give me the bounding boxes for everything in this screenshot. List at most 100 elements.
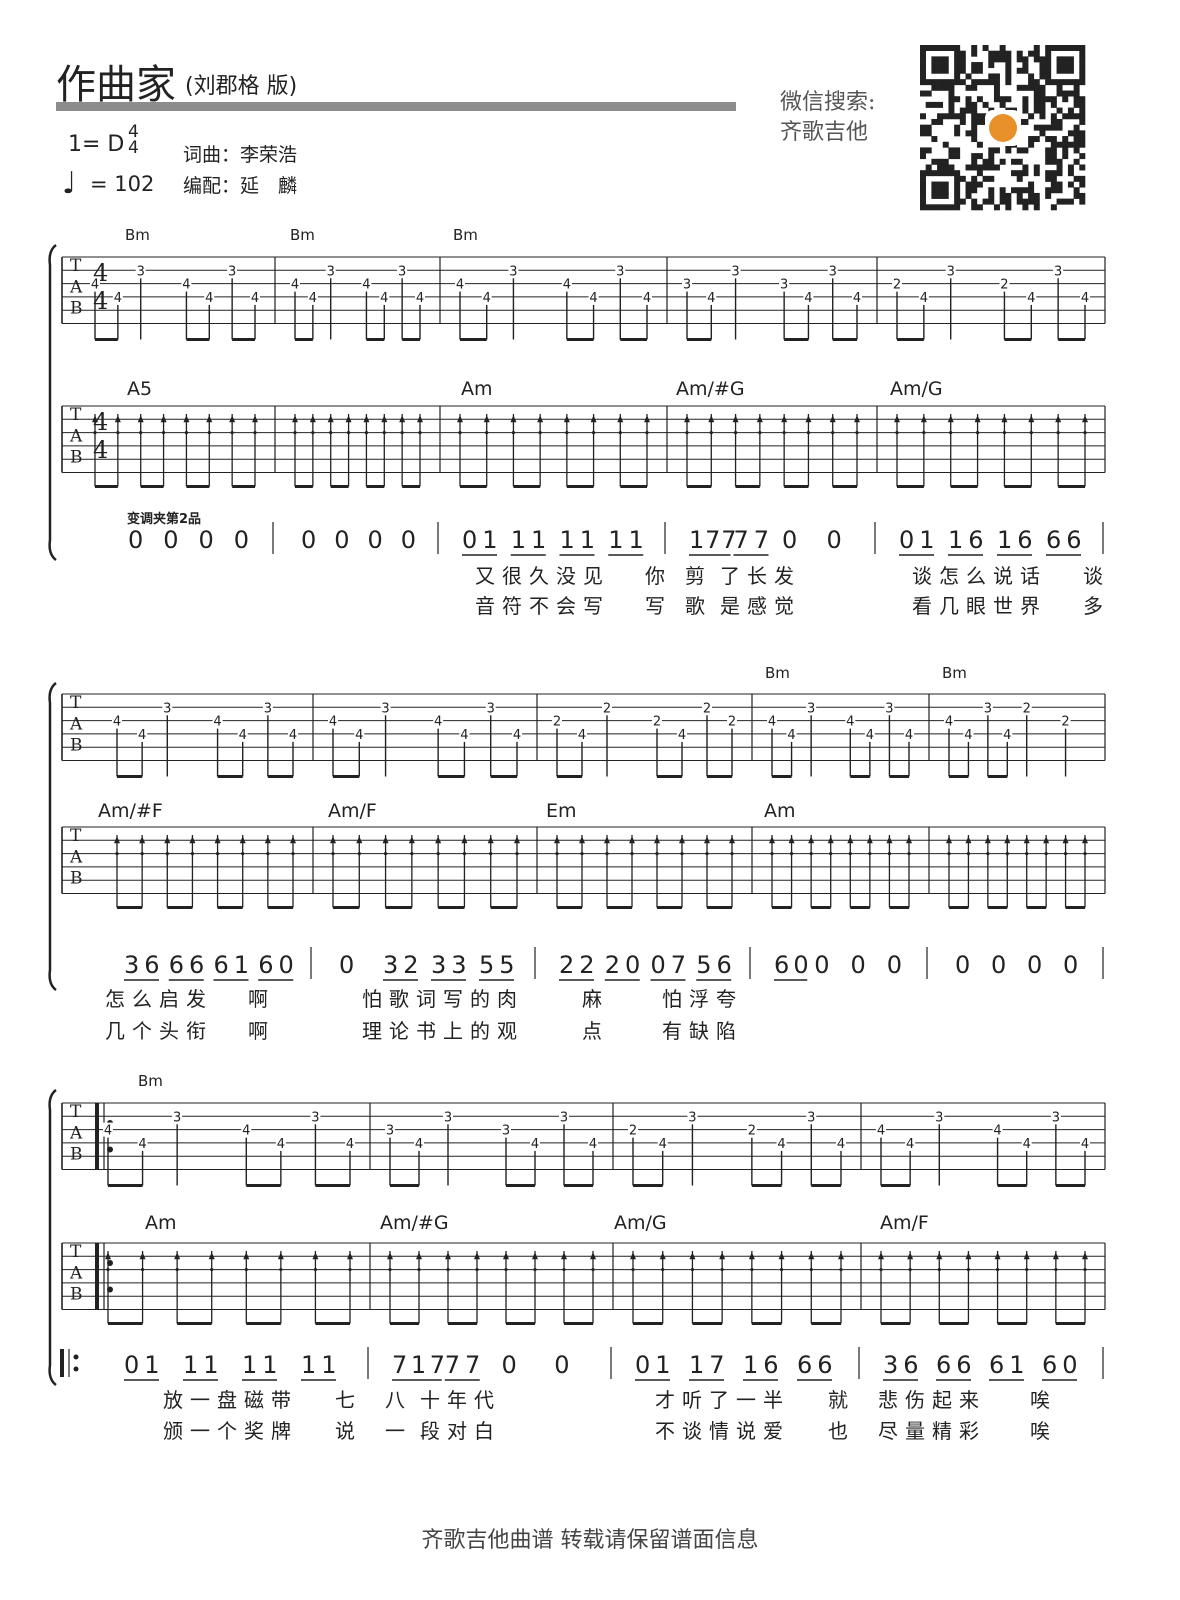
- tab-note-bg: [288, 726, 298, 741]
- qr-module: [948, 45, 955, 51]
- lyric-segment: 歌: [685, 594, 712, 618]
- jianpu-note-group: 0: [554, 1351, 574, 1379]
- tab-fret-number: 4: [768, 715, 776, 730]
- strum-up-arrow-icon: [229, 415, 236, 423]
- strum-up-arrow-icon: [189, 836, 196, 844]
- strum-dot: [770, 852, 774, 856]
- qr-module: [1056, 141, 1063, 148]
- qr-module: [1045, 79, 1052, 86]
- lyric-segment: 就: [828, 1388, 855, 1412]
- qr-module: [1073, 124, 1080, 131]
- tab-fret-number: 3: [947, 264, 955, 279]
- qr-module: [954, 62, 961, 69]
- qr-module: [942, 187, 949, 194]
- tab-fret-number: 4: [777, 1137, 785, 1152]
- jianpu-note-group: 66: [169, 951, 210, 979]
- qr-module: [1079, 96, 1086, 103]
- strum-dot: [489, 852, 493, 856]
- key-signature: 1= D: [68, 132, 125, 157]
- tab-note-bg: [481, 289, 492, 304]
- lyric-segment: 剪: [685, 564, 712, 588]
- jianpu-note-group: 36: [124, 951, 165, 979]
- qr-module: [1039, 73, 1046, 80]
- tab-fret-number: 4: [531, 1137, 539, 1152]
- strum-dot: [1029, 431, 1033, 435]
- jianpu-note-group: 66: [936, 1351, 977, 1379]
- tab-clef-letter: B: [70, 1285, 83, 1305]
- qr-module: [1062, 56, 1069, 63]
- jianpu-note-group: 11: [242, 1351, 283, 1379]
- strum-dot: [709, 431, 713, 435]
- tab-note-bg: [992, 1122, 1003, 1137]
- qr-module: [1067, 90, 1074, 97]
- strum-dot: [1063, 852, 1068, 856]
- qr-module: [1045, 136, 1052, 143]
- strum-dot: [1083, 1268, 1087, 1272]
- strum-dot: [995, 1268, 1000, 1272]
- song-version: (刘郡格 版): [185, 74, 298, 99]
- tab-clef-letter: B: [70, 736, 83, 756]
- qr-module: [937, 164, 944, 171]
- qr-module: [1022, 147, 1029, 154]
- qr-module: [931, 67, 938, 74]
- qr-module: [1028, 113, 1035, 120]
- tab-fret-number: 4: [578, 728, 586, 743]
- strum-up-arrow-icon: [105, 1252, 111, 1260]
- qr-module: [1073, 141, 1080, 148]
- tab-note-bg: [262, 700, 273, 715]
- qr-module: [954, 187, 961, 194]
- qr-module: [971, 79, 978, 86]
- tab-note-bg: [1080, 289, 1090, 304]
- qr-module: [931, 62, 938, 69]
- strum-up-arrow-icon: [435, 836, 442, 844]
- tab-note-bg: [588, 1135, 598, 1150]
- strum-dot: [382, 431, 386, 435]
- qr-module: [1073, 136, 1080, 143]
- qr-module: [920, 170, 926, 177]
- strum-up-arrow-icon: [732, 415, 739, 423]
- qr-module: [1039, 62, 1046, 69]
- strum-dot: [908, 1268, 912, 1272]
- tab-note-bg: [181, 276, 192, 291]
- qr-module: [942, 56, 949, 63]
- qr-module: [1028, 141, 1035, 148]
- tab-note-bg: [999, 276, 1010, 291]
- strum-dot: [400, 431, 404, 435]
- qr-module: [1073, 187, 1080, 194]
- tab-note-bg: [530, 1135, 540, 1150]
- tab-note-bg: [112, 713, 122, 728]
- strum-chord-name: Am/#F: [98, 800, 163, 822]
- strum-dot: [631, 1268, 635, 1272]
- qr-module: [1050, 158, 1057, 165]
- strum-dot: [515, 852, 519, 856]
- tab-note-bg: [628, 1122, 638, 1137]
- tab-fret-number: 4: [251, 291, 259, 306]
- tab-note-bg: [325, 263, 336, 278]
- qr-module: [982, 198, 989, 205]
- strum-dot: [720, 1268, 724, 1272]
- strum-dot: [458, 431, 462, 435]
- qr-module: [1079, 56, 1086, 63]
- tab-fret-number: 4: [1081, 1137, 1089, 1152]
- strum-up-arrow-icon: [590, 1252, 596, 1260]
- tab-fret-number: 2: [603, 701, 611, 716]
- qr-module: [1079, 50, 1086, 57]
- qr-module: [988, 73, 995, 80]
- qr-module: [1050, 181, 1057, 188]
- lyric-segment: 有缺陷: [662, 1019, 743, 1043]
- lyric-segment: 段对白: [420, 1419, 501, 1443]
- qr-module: [988, 147, 995, 154]
- qr-module: [937, 181, 944, 188]
- strum-up-arrow-icon: [689, 1252, 696, 1260]
- qr-module: [1022, 56, 1029, 63]
- qr-module: [1073, 192, 1080, 199]
- qr-module: [999, 45, 1006, 51]
- qr-module: [925, 79, 932, 86]
- qr-module: [937, 118, 944, 125]
- strum-up-arrow-icon: [363, 415, 370, 423]
- qr-module: [1050, 175, 1057, 182]
- tab-fret-number: 4: [846, 715, 854, 730]
- qr-module: [1062, 198, 1069, 205]
- qr-module: [1056, 187, 1063, 194]
- qr-module: [1067, 170, 1074, 177]
